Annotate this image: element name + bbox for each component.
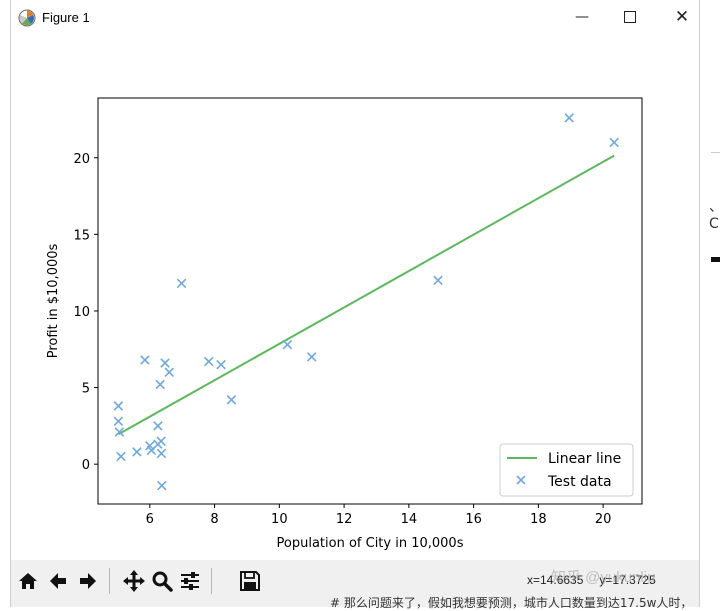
legend-label-linear-line: Linear line xyxy=(548,451,621,467)
data-point-marker xyxy=(157,480,167,491)
linear-fit-line xyxy=(117,154,615,436)
y-tick-label: 0 xyxy=(82,458,90,473)
title-bar: Figure 1 — ✕ xyxy=(11,0,699,36)
configure-subplots-button[interactable] xyxy=(177,568,203,594)
data-point-marker xyxy=(609,137,619,148)
x-tick-label: 8 xyxy=(210,512,218,527)
data-point-marker xyxy=(113,401,124,411)
figure-window: Figure 1 — ✕ 6 8 10 12 14 16 18 20 0 5 10 15 20 Pop… xyxy=(10,0,700,607)
plot-area xyxy=(97,97,643,505)
data-point-marker xyxy=(164,367,175,378)
coordinate-y: y=17.3725 xyxy=(599,573,656,587)
back-arrow-icon xyxy=(50,573,66,589)
x-axis: 6 8 10 12 14 16 18 20 xyxy=(146,504,612,527)
y-tick-label: 5 xyxy=(82,382,90,397)
y-tick-label: 15 xyxy=(73,228,90,243)
data-point-marker xyxy=(216,359,226,370)
data-point-marker xyxy=(156,436,166,446)
x-tick-label: 10 xyxy=(271,512,288,527)
data-point-marker xyxy=(132,447,142,457)
coordinate-x: x=14.6635 xyxy=(527,573,584,587)
back-button[interactable] xyxy=(45,568,71,594)
minimize-icon: — xyxy=(575,9,589,25)
data-point-marker xyxy=(282,339,293,350)
minimize-button[interactable]: — xyxy=(559,0,605,34)
toolbar-separator xyxy=(109,568,110,594)
x-tick-label: 20 xyxy=(595,512,612,527)
maximize-button[interactable] xyxy=(607,0,653,34)
y-tick-label: 10 xyxy=(73,305,90,320)
navigation-toolbar: x=14.6635 y=17.3725 知乎 @yukunliu xyxy=(11,560,699,607)
x-tick-label: 14 xyxy=(401,512,418,527)
data-point-marker xyxy=(160,358,170,368)
data-point-marker xyxy=(116,451,126,462)
data-point-marker xyxy=(155,379,165,390)
y-axis-label: Profit in $10,000s xyxy=(46,243,61,358)
home-button[interactable] xyxy=(15,568,41,594)
figure-canvas[interactable]: 6 8 10 12 14 16 18 20 0 5 10 15 20 Population of Ci… xyxy=(11,36,701,560)
x-tick-label: 18 xyxy=(530,512,547,527)
legend: Linear line Test data xyxy=(499,443,634,497)
background-text-fragment: 、C xyxy=(709,199,720,232)
window-title: Figure 1 xyxy=(42,10,90,25)
data-point-marker xyxy=(203,356,214,367)
data-point-marker xyxy=(176,278,187,289)
forward-arrow-icon xyxy=(80,573,96,589)
pan-button[interactable] xyxy=(121,568,147,594)
data-point-marker xyxy=(564,113,574,123)
data-point-marker xyxy=(156,448,167,459)
background-document-text: # 那么问题来了，假如我想要预测，城市人口数量到达17.5w人时， xyxy=(330,596,693,610)
x-tick-label: 16 xyxy=(465,512,482,527)
home-icon xyxy=(19,573,37,589)
close-button[interactable]: ✕ xyxy=(659,0,705,34)
x-axis-label: Population of City in 10,000s xyxy=(277,536,464,551)
data-point-marker xyxy=(153,421,163,431)
x-tick-label: 12 xyxy=(336,512,353,527)
pan-icon xyxy=(123,570,145,592)
forward-button[interactable] xyxy=(75,568,101,594)
data-point-marker xyxy=(433,275,443,286)
save-icon xyxy=(240,571,260,591)
y-tick-label: 20 xyxy=(73,152,90,167)
cursor-coordinates: x=14.6635 y=17.3725 xyxy=(527,573,656,587)
save-button[interactable] xyxy=(237,568,263,594)
zoom-button[interactable] xyxy=(149,568,175,594)
background-bar xyxy=(711,257,720,262)
data-point-marker xyxy=(306,352,317,362)
plot-marks xyxy=(113,113,619,491)
matplotlib-app-icon xyxy=(18,9,36,27)
legend-label-test-data: Test data xyxy=(547,474,612,490)
watermark: 知乎 @yukunliu xyxy=(551,569,656,586)
y-axis: 0 5 10 15 20 xyxy=(73,152,98,473)
configure-subplots-icon xyxy=(181,572,199,590)
data-point-marker xyxy=(113,416,124,427)
data-point-marker xyxy=(140,355,150,365)
background-divider xyxy=(711,152,720,153)
toolbar-separator xyxy=(211,568,212,594)
data-point-marker xyxy=(226,395,237,405)
data-point-marker xyxy=(114,427,125,437)
x-tick-label: 6 xyxy=(146,512,154,527)
close-icon: ✕ xyxy=(674,7,690,27)
zoom-icon xyxy=(152,571,173,592)
maximize-icon xyxy=(624,11,636,23)
legend-x-marker xyxy=(516,475,526,485)
